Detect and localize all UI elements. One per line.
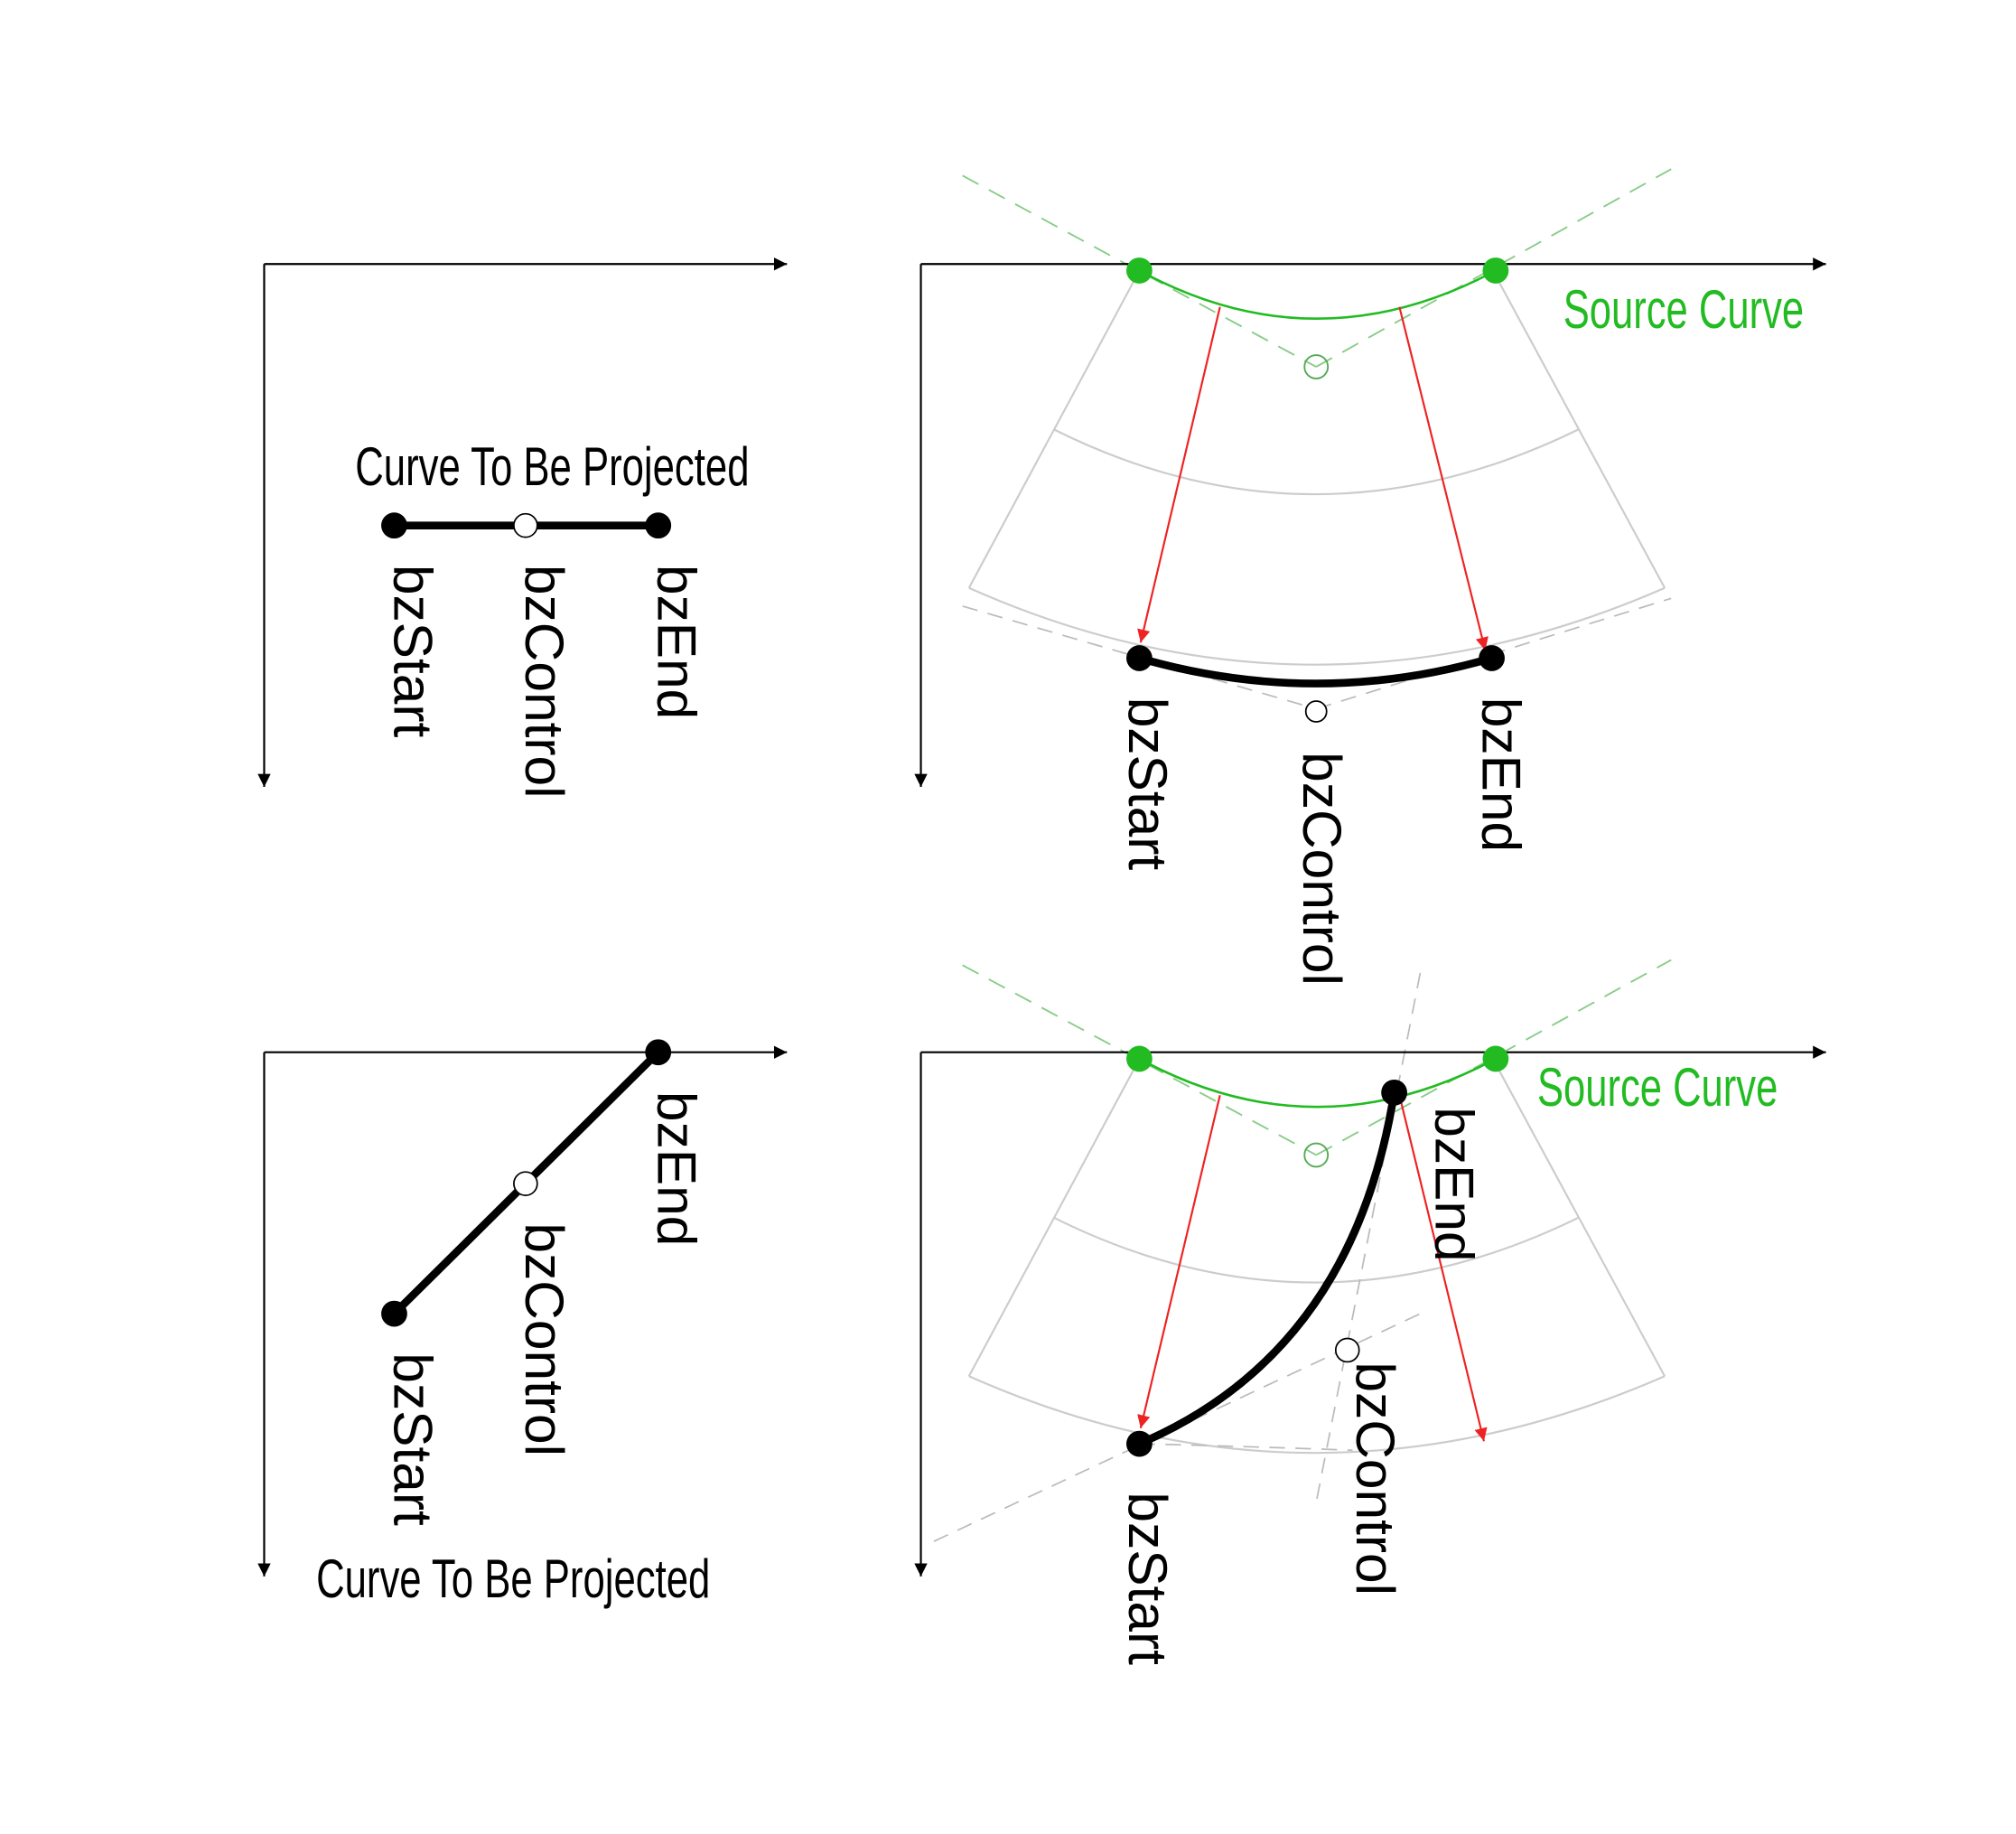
- control-point: [513, 512, 538, 538]
- start-point: [381, 1300, 407, 1327]
- end-point: [1381, 1079, 1407, 1106]
- start-label: bzStart: [1117, 1492, 1179, 1665]
- source-curve: [1138, 1057, 1497, 1109]
- end-point: [1479, 645, 1505, 671]
- start-label: bzStart: [382, 565, 443, 738]
- end-label: bzEnd: [647, 1091, 708, 1246]
- axes: [914, 257, 1826, 788]
- control-point: [1304, 700, 1328, 723]
- panel-bottom-right: Source Curve bzStart bzControl bzEnd: [914, 959, 1826, 1665]
- axes: [257, 257, 788, 788]
- control-point: [1334, 1337, 1360, 1363]
- source-start-point: [1126, 257, 1153, 284]
- panel-top-right: Source Curve bzStart bzControl bzEnd: [914, 168, 1826, 986]
- source-guide-lines: [962, 959, 1672, 1156]
- start-label: bzStart: [382, 1352, 443, 1526]
- control-label: bzControl: [514, 565, 575, 799]
- control-point: [513, 1171, 538, 1196]
- grid-sector: [967, 1063, 1666, 1455]
- projection-arrows: [1137, 1094, 1488, 1442]
- source-curve-label: Source Curve: [1563, 278, 1804, 340]
- axes: [914, 1045, 1826, 1577]
- source-end-point: [1482, 1045, 1509, 1072]
- end-point: [645, 512, 672, 539]
- control-label: bzControl: [1345, 1361, 1406, 1595]
- projected-curve: [1138, 654, 1493, 688]
- end-point: [645, 1039, 672, 1066]
- projection-arrow: [1137, 1094, 1221, 1429]
- start-label: bzStart: [1117, 697, 1179, 871]
- curve-title: Curve To Be Projected: [316, 1548, 710, 1609]
- end-label: bzEnd: [1470, 697, 1532, 852]
- control-label: bzControl: [514, 1222, 575, 1456]
- panel-top-left: Curve To Be Projected bzStart bzControl …: [257, 257, 788, 799]
- end-label: bzEnd: [647, 565, 708, 719]
- projection-arrow: [1137, 306, 1221, 643]
- source-control-point: [1303, 354, 1330, 379]
- axes: [257, 1045, 788, 1577]
- start-point: [1126, 1430, 1153, 1457]
- source-start-point: [1126, 1045, 1153, 1072]
- source-curve: [1138, 269, 1497, 320]
- control-label: bzControl: [1292, 752, 1353, 986]
- end-label: bzEnd: [1424, 1107, 1486, 1261]
- source-guide-lines: [962, 168, 1672, 368]
- panel-bottom-left: bzStart bzControl bzEnd Curve To Be Proj…: [257, 1039, 788, 1609]
- grid-sector: [967, 275, 1666, 666]
- source-curve-label: Source Curve: [1537, 1056, 1778, 1118]
- source-control-point: [1303, 1142, 1330, 1168]
- projection-arrows: [1137, 306, 1489, 651]
- guide-lines: [962, 597, 1672, 710]
- projection-arrow: [1398, 1094, 1488, 1442]
- curve-title: Curve To Be Projected: [355, 435, 749, 497]
- source-end-point: [1482, 257, 1509, 284]
- start-point: [1126, 645, 1153, 671]
- projected-curve: [1137, 1091, 1398, 1448]
- start-point: [381, 512, 407, 539]
- projection-arrow: [1398, 306, 1489, 651]
